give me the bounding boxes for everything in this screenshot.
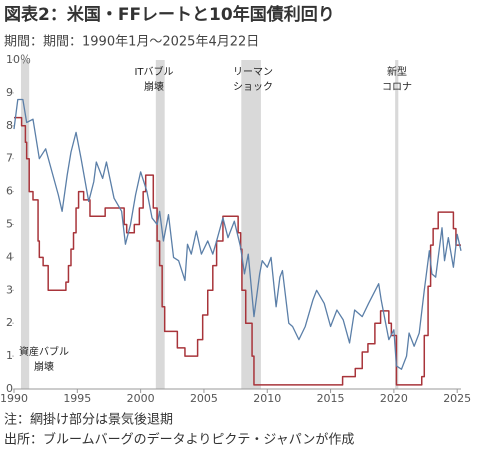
annotation: ショック [233, 81, 273, 93]
y-tick-label: 9 [6, 86, 13, 99]
x-tick-label: 2010 [253, 392, 281, 405]
x-tick-label: 2005 [190, 392, 218, 405]
x-tick-label: 2025 [443, 392, 471, 405]
y-tick-label: 1 [6, 349, 13, 362]
y-tick-label: 7 [6, 152, 13, 165]
annotation: コロナ [382, 81, 412, 93]
annotation: 崩壊 [34, 360, 54, 373]
series-line [14, 116, 461, 386]
x-tick-label: 2020 [380, 392, 408, 405]
x-tick-label: 2015 [317, 392, 345, 405]
x-tick-label: 1995 [63, 392, 91, 405]
y-tick-label: 6 [6, 185, 13, 198]
x-tick-label: 1990 [0, 392, 28, 405]
chart-subtitle: 期間：期間：1990年1月～2025年4月22日 [4, 35, 259, 50]
recession-band [155, 60, 165, 389]
recession-band [20, 60, 30, 389]
y-tick-label: 3 [6, 283, 13, 296]
y-tick-label: 5 [6, 218, 13, 231]
note: 注：網掛け部分は景気後退期 [4, 412, 173, 428]
series-line [13, 98, 462, 370]
y-tick-label: 0 [6, 382, 13, 395]
annotation: 新型 [387, 65, 407, 78]
y-tick-label: 10％ [6, 53, 31, 66]
annotation: 資産バブル [19, 345, 69, 358]
annotation: 崩壊 [144, 80, 164, 93]
recession-band [241, 60, 261, 389]
y-tick-label: 4 [6, 250, 13, 263]
y-tick-label: 2 [6, 316, 13, 329]
annotation: リーマン [233, 67, 273, 78]
source: 出所：ブルームバーグのデータよりピクテ・ジャパンが作成 [4, 432, 354, 448]
x-tick-label: 2000 [127, 392, 155, 405]
annotation: ITバブル [134, 65, 173, 78]
recession-band [395, 60, 399, 389]
chart-title: 図表2：米国・FFレートと10年国債利回り [4, 4, 335, 25]
y-tick-label: 8 [6, 119, 13, 132]
